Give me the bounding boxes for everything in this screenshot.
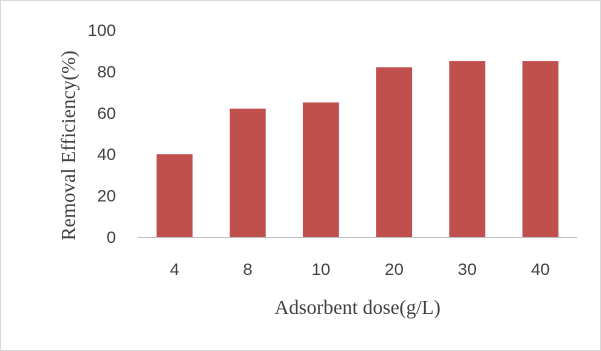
x-tick-label: 20	[385, 260, 404, 279]
y-tick-label: 20	[97, 187, 116, 206]
bar	[156, 154, 193, 237]
x-tick-label: 40	[531, 260, 550, 279]
bar	[302, 102, 339, 237]
x-tick-label: 4	[170, 260, 179, 279]
y-tick-label: 60	[97, 104, 116, 123]
bar	[229, 108, 266, 237]
bar	[449, 61, 486, 237]
y-tick-label: 80	[97, 62, 116, 81]
y-axis-title: Removal Efficiency(%)	[58, 50, 80, 240]
x-tick-label: 8	[243, 260, 252, 279]
x-tick-label: 10	[311, 260, 330, 279]
bar	[376, 67, 413, 237]
bar	[522, 61, 559, 237]
y-axis-ticks: 0 20 40 60 80 100	[88, 21, 116, 247]
y-tick-label: 0	[107, 228, 116, 247]
y-tick-label: 100	[88, 21, 116, 40]
bars	[156, 61, 559, 237]
x-axis-ticks: 4 8 10 20 30 40	[170, 260, 550, 279]
x-tick-label: 30	[458, 260, 477, 279]
y-tick-label: 40	[97, 145, 116, 164]
x-axis-title: Adsorbent dose(g/L)	[274, 297, 440, 319]
